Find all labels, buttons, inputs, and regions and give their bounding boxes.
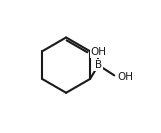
Text: OH: OH	[90, 47, 106, 57]
Text: B: B	[95, 60, 102, 70]
Text: OH: OH	[118, 72, 134, 82]
